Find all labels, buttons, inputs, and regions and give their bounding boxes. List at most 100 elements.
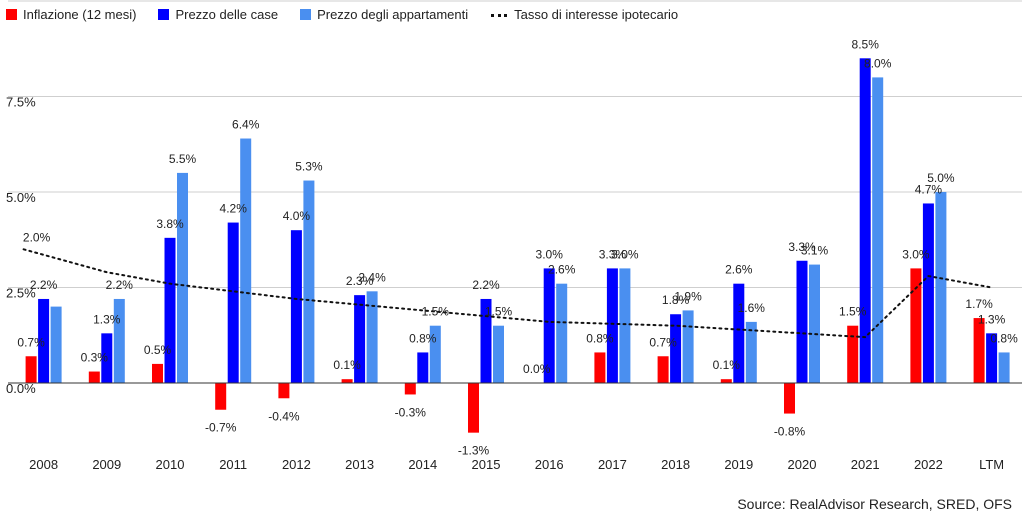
data-label: 3.3% [788, 240, 816, 254]
x-tick-label: 2021 [851, 457, 880, 472]
bar-inflazione-12-mesi- [341, 379, 353, 383]
legend-swatch-apartment-prices [300, 8, 312, 20]
data-label: 2.2% [30, 278, 58, 292]
data-label: 3.8% [156, 217, 184, 231]
bar-prezzo-delle-case [859, 58, 871, 384]
x-tick-label: 2018 [661, 457, 690, 472]
bar-inflazione-12-mesi- [215, 383, 227, 410]
legend-item-house-prices[interactable]: Prezzo delle case [158, 7, 278, 22]
data-label: 1.9% [674, 289, 702, 303]
legend-label-house-prices: Prezzo delle case [175, 6, 279, 22]
x-tick-label: 2013 [345, 457, 374, 472]
bar-prezzo-degli-appartamenti [556, 283, 568, 383]
data-label: 8.0% [864, 56, 892, 70]
data-label: 5.5% [169, 152, 197, 166]
bar-prezzo-delle-case [480, 298, 492, 383]
bar-inflazione-12-mesi- [404, 383, 416, 395]
data-label: 0.7% [17, 335, 45, 349]
bar-prezzo-delle-case [417, 352, 429, 383]
bar-prezzo-delle-case [164, 237, 176, 383]
bar-inflazione-12-mesi- [594, 352, 606, 383]
data-label: 1.8% [662, 293, 690, 307]
legend-swatch-mortgage-rate [490, 9, 508, 20]
bar-prezzo-degli-appartamenti [998, 352, 1010, 383]
legend-label-apartment-prices: Prezzo degli appartamenti [317, 6, 469, 22]
data-label: 3.3% [599, 247, 627, 261]
data-label: 1.7% [965, 297, 993, 311]
x-tick-label: 2019 [724, 457, 753, 472]
data-label: 4.2% [220, 202, 248, 216]
data-label: 1.5% [485, 305, 513, 319]
x-tick-label: 2011 [219, 457, 247, 472]
bar-prezzo-degli-appartamenti [935, 192, 947, 383]
legend-label-inflation: Inflazione (12 mesi) [23, 6, 137, 22]
bar-prezzo-degli-appartamenti [493, 325, 504, 383]
legend-item-apartment-prices[interactable]: Prezzo degli appartamenti [300, 7, 468, 22]
data-label: 5.3% [295, 160, 323, 174]
data-label: 2.4% [358, 270, 386, 284]
bars [8, 58, 1022, 433]
bar-prezzo-delle-case [227, 222, 239, 383]
bar-inflazione-12-mesi- [468, 383, 479, 433]
data-label: 0.3% [81, 351, 109, 365]
bar-prezzo-delle-case [101, 333, 113, 383]
bar-prezzo-degli-appartamenti [50, 306, 62, 383]
bar-prezzo-delle-case [670, 314, 682, 383]
bar-prezzo-degli-appartamenti [240, 138, 252, 383]
x-tick-label: 2015 [472, 457, 501, 472]
x-tick-label: 2022 [914, 457, 943, 472]
data-label: 0.1% [333, 358, 361, 372]
legend-item-inflation[interactable]: Inflazione (12 mesi) [6, 7, 136, 22]
bar-prezzo-delle-case [290, 230, 302, 383]
data-label: 3.0% [611, 247, 639, 261]
y-axis: 0.0% 2.5% 5.0% 7.5% [6, 95, 36, 397]
bar-inflazione-12-mesi- [720, 379, 732, 383]
data-label: 0.8% [990, 331, 1018, 345]
data-label: 0.5% [144, 343, 172, 357]
bar-inflazione-12-mesi- [910, 268, 922, 383]
legend-swatch-inflation [6, 8, 17, 20]
data-label: 2.6% [725, 263, 753, 277]
data-label: 2.3% [346, 274, 374, 288]
data-label: 2.6% [548, 263, 576, 277]
y-tick-label: 5.0% [6, 190, 36, 205]
x-tick-label: 2017 [598, 457, 627, 472]
data-label: 1.6% [738, 301, 766, 315]
bar-inflazione-12-mesi- [973, 318, 985, 383]
data-labels: 0.7% 2.2% 0.3% 1.3% 2.2% 0.5% 3.8% 5.5% -0.7% 4.2… [17, 37, 1018, 457]
data-label: 0.0% [523, 362, 551, 376]
x-tick-label: 2008 [29, 457, 58, 472]
x-tick-label: LTM [979, 457, 1004, 472]
data-label: 0.8% [586, 331, 614, 345]
mortgage-rate-line [22, 248, 993, 339]
y-tick-label: 2.5% [6, 286, 36, 301]
legend-label-mortgage-rate: Tasso di interesse ipotecario [514, 6, 679, 22]
mortgage-rate-label: 2.0% [23, 230, 51, 244]
bar-inflazione-12-mesi- [25, 356, 37, 383]
y-tick-label: 7.5% [6, 95, 36, 110]
data-label: 6.4% [232, 118, 260, 132]
x-tick-label: 2009 [92, 457, 121, 472]
data-label: 4.7% [915, 182, 943, 196]
bar-prezzo-degli-appartamenti [177, 172, 188, 383]
x-tick-label: 2010 [156, 457, 185, 472]
bar-prezzo-degli-appartamenti [366, 291, 378, 383]
bar-prezzo-delle-case [38, 298, 50, 383]
bar-prezzo-degli-appartamenti [619, 268, 631, 383]
source-note: Source: RealAdvisor Research, SRED, OFS [737, 496, 1012, 512]
bar-prezzo-delle-case [733, 283, 745, 383]
bar-prezzo-delle-case [354, 295, 366, 383]
data-label: -0.3% [395, 405, 427, 419]
data-label: -0.4% [268, 409, 300, 423]
bar-prezzo-degli-appartamenti [872, 77, 884, 384]
legend-item-mortgage-rate[interactable]: Tasso di interesse ipotecario [490, 7, 678, 22]
bar-inflazione-12-mesi- [847, 325, 859, 383]
x-tick-label: 2020 [788, 457, 817, 472]
data-label: 5.0% [927, 171, 955, 185]
y-tick-label: 0.0% [6, 381, 36, 396]
bar-inflazione-12-mesi- [278, 383, 290, 399]
bar-prezzo-degli-appartamenti [682, 310, 694, 383]
bar-prezzo-delle-case [796, 260, 808, 383]
x-tick-label: 2012 [282, 457, 311, 472]
data-label: 1.5% [422, 305, 450, 319]
